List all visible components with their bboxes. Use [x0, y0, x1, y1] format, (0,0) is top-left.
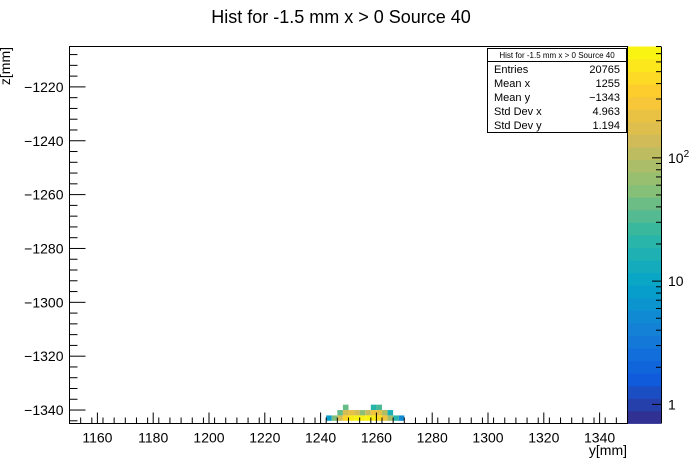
colorbar-band	[628, 247, 661, 261]
colorbar-band	[628, 410, 661, 424]
histogram-cell-17	[348, 415, 355, 421]
colorbar-band	[628, 310, 661, 324]
histogram-cells	[326, 404, 405, 421]
stats-box-title: Hist for -1.5 mm x > 0 Source 40	[499, 51, 615, 60]
x-axis: 1160 1180 1200 1220 1240 1260 1280 1300 1320 1340	[69, 412, 628, 446]
colorbar-band	[628, 134, 661, 148]
histogram-cell-3	[337, 410, 343, 416]
histogram-cell-12	[387, 410, 394, 416]
stats-label: Std Dev y	[494, 120, 542, 132]
stats-value: 20765	[589, 64, 620, 76]
stats-value: 1.194	[592, 120, 620, 132]
histogram-cell-13	[326, 415, 332, 421]
stats-label: Mean x	[494, 78, 531, 90]
colorbar-band	[628, 96, 661, 110]
stats-box-frame	[487, 48, 627, 133]
histogram-cell-24	[387, 415, 394, 421]
stats-value: 4.963	[592, 106, 620, 118]
colorbar-band	[628, 348, 661, 362]
x-tick-label: 1220	[249, 430, 280, 446]
colorbar-band	[628, 109, 661, 123]
colorbar-band	[628, 159, 661, 173]
chart-title: Hist for -1.5 mm x > 0 Source 40	[211, 7, 471, 27]
histogram-cell-10	[376, 410, 382, 416]
colorbar-band	[628, 297, 661, 311]
histogram-cell-4	[342, 410, 349, 416]
x-axis-label: y[mm]	[589, 442, 627, 458]
histogram-cell-20	[365, 415, 371, 421]
histogram-cell-15	[337, 415, 343, 421]
histogram-cell-7	[359, 410, 366, 416]
x-tick-label: 1340	[584, 430, 615, 446]
colorbar-band	[628, 373, 661, 387]
y-tick-label: −1220	[24, 79, 64, 95]
x-tick-label: 1280	[417, 430, 448, 446]
colorbar-band	[628, 59, 661, 73]
histogram-cell-19	[359, 415, 366, 421]
stats-label: Std Dev x	[494, 106, 542, 118]
histogram-cell-1	[370, 404, 377, 411]
histogram-cell-0	[342, 404, 349, 411]
colorbar-band	[628, 385, 661, 399]
stats-label: Entries	[494, 64, 529, 76]
colorbar-band	[628, 84, 661, 98]
colorbar-band	[628, 272, 661, 286]
y-tick-label: −1240	[24, 133, 64, 149]
colorbar-band	[628, 398, 661, 412]
histogram-cell-26	[398, 415, 405, 421]
y-tick-label: −1280	[24, 240, 64, 256]
x-tick-label: 1260	[361, 430, 392, 446]
y-tick-label: −1300	[24, 294, 64, 310]
histogram-cell-8	[365, 410, 371, 416]
stats-label: Mean y	[494, 92, 531, 104]
y-tick-label: −1260	[24, 187, 64, 203]
x-tick-label: 1180	[138, 430, 168, 446]
stats-value: 1255	[596, 78, 620, 90]
x-tick-label: 1300	[472, 430, 503, 446]
colorbar-band	[628, 121, 661, 135]
histogram-cell-11	[381, 410, 388, 416]
colorbar-tick-label: 10	[668, 273, 684, 289]
histogram-cell-5	[348, 410, 355, 416]
histogram-cell-9	[370, 410, 377, 416]
histogram-cell-23	[381, 415, 388, 421]
colorbar-band	[628, 260, 661, 274]
colorbar-band	[628, 235, 661, 248]
colorbar-band	[628, 335, 661, 349]
colorbar-band	[628, 285, 661, 299]
colorbar-tick-label: 1	[668, 396, 676, 412]
x-tick-label: 1240	[305, 430, 336, 446]
colorbar-band	[628, 184, 661, 198]
colorbar-band	[628, 322, 661, 336]
stats-value: −1343	[589, 92, 620, 104]
histogram-cell-22	[376, 415, 382, 421]
histogram-cell-2	[376, 404, 382, 411]
y-tick-label: −1340	[24, 402, 64, 418]
y-axis-label: z[mm]	[0, 47, 13, 85]
colorbar-band	[628, 360, 661, 374]
histogram-cell-25	[393, 415, 399, 421]
histogram-cell-18	[354, 415, 360, 421]
colorbar-band	[628, 147, 661, 160]
histogram-cell-6	[354, 410, 360, 416]
stats-box: Hist for -1.5 mm x > 0 Source 40 Entries…	[487, 48, 627, 133]
x-tick-label: 1320	[528, 430, 559, 446]
histogram-cell-16	[342, 415, 349, 421]
x-tick-label: 1200	[193, 430, 224, 446]
y-tick-label: −1320	[24, 348, 64, 364]
colorbar-band	[628, 71, 661, 85]
y-axis: −1220 −1240 −1260 −1280 −1300 −1320 −1340	[24, 54, 86, 422]
x-tick-label: 1160	[82, 430, 112, 446]
color-scale: 1 10 102	[628, 46, 690, 424]
colorbar-tick-label: 102	[668, 149, 690, 166]
colorbar-band	[628, 197, 661, 211]
colorbar-band	[628, 172, 661, 186]
histogram-cell-14	[331, 415, 338, 421]
histogram-cell-21	[370, 415, 377, 421]
colorbar-band	[628, 222, 661, 236]
colorbar-band	[628, 209, 661, 223]
colorbar-band	[628, 46, 661, 60]
